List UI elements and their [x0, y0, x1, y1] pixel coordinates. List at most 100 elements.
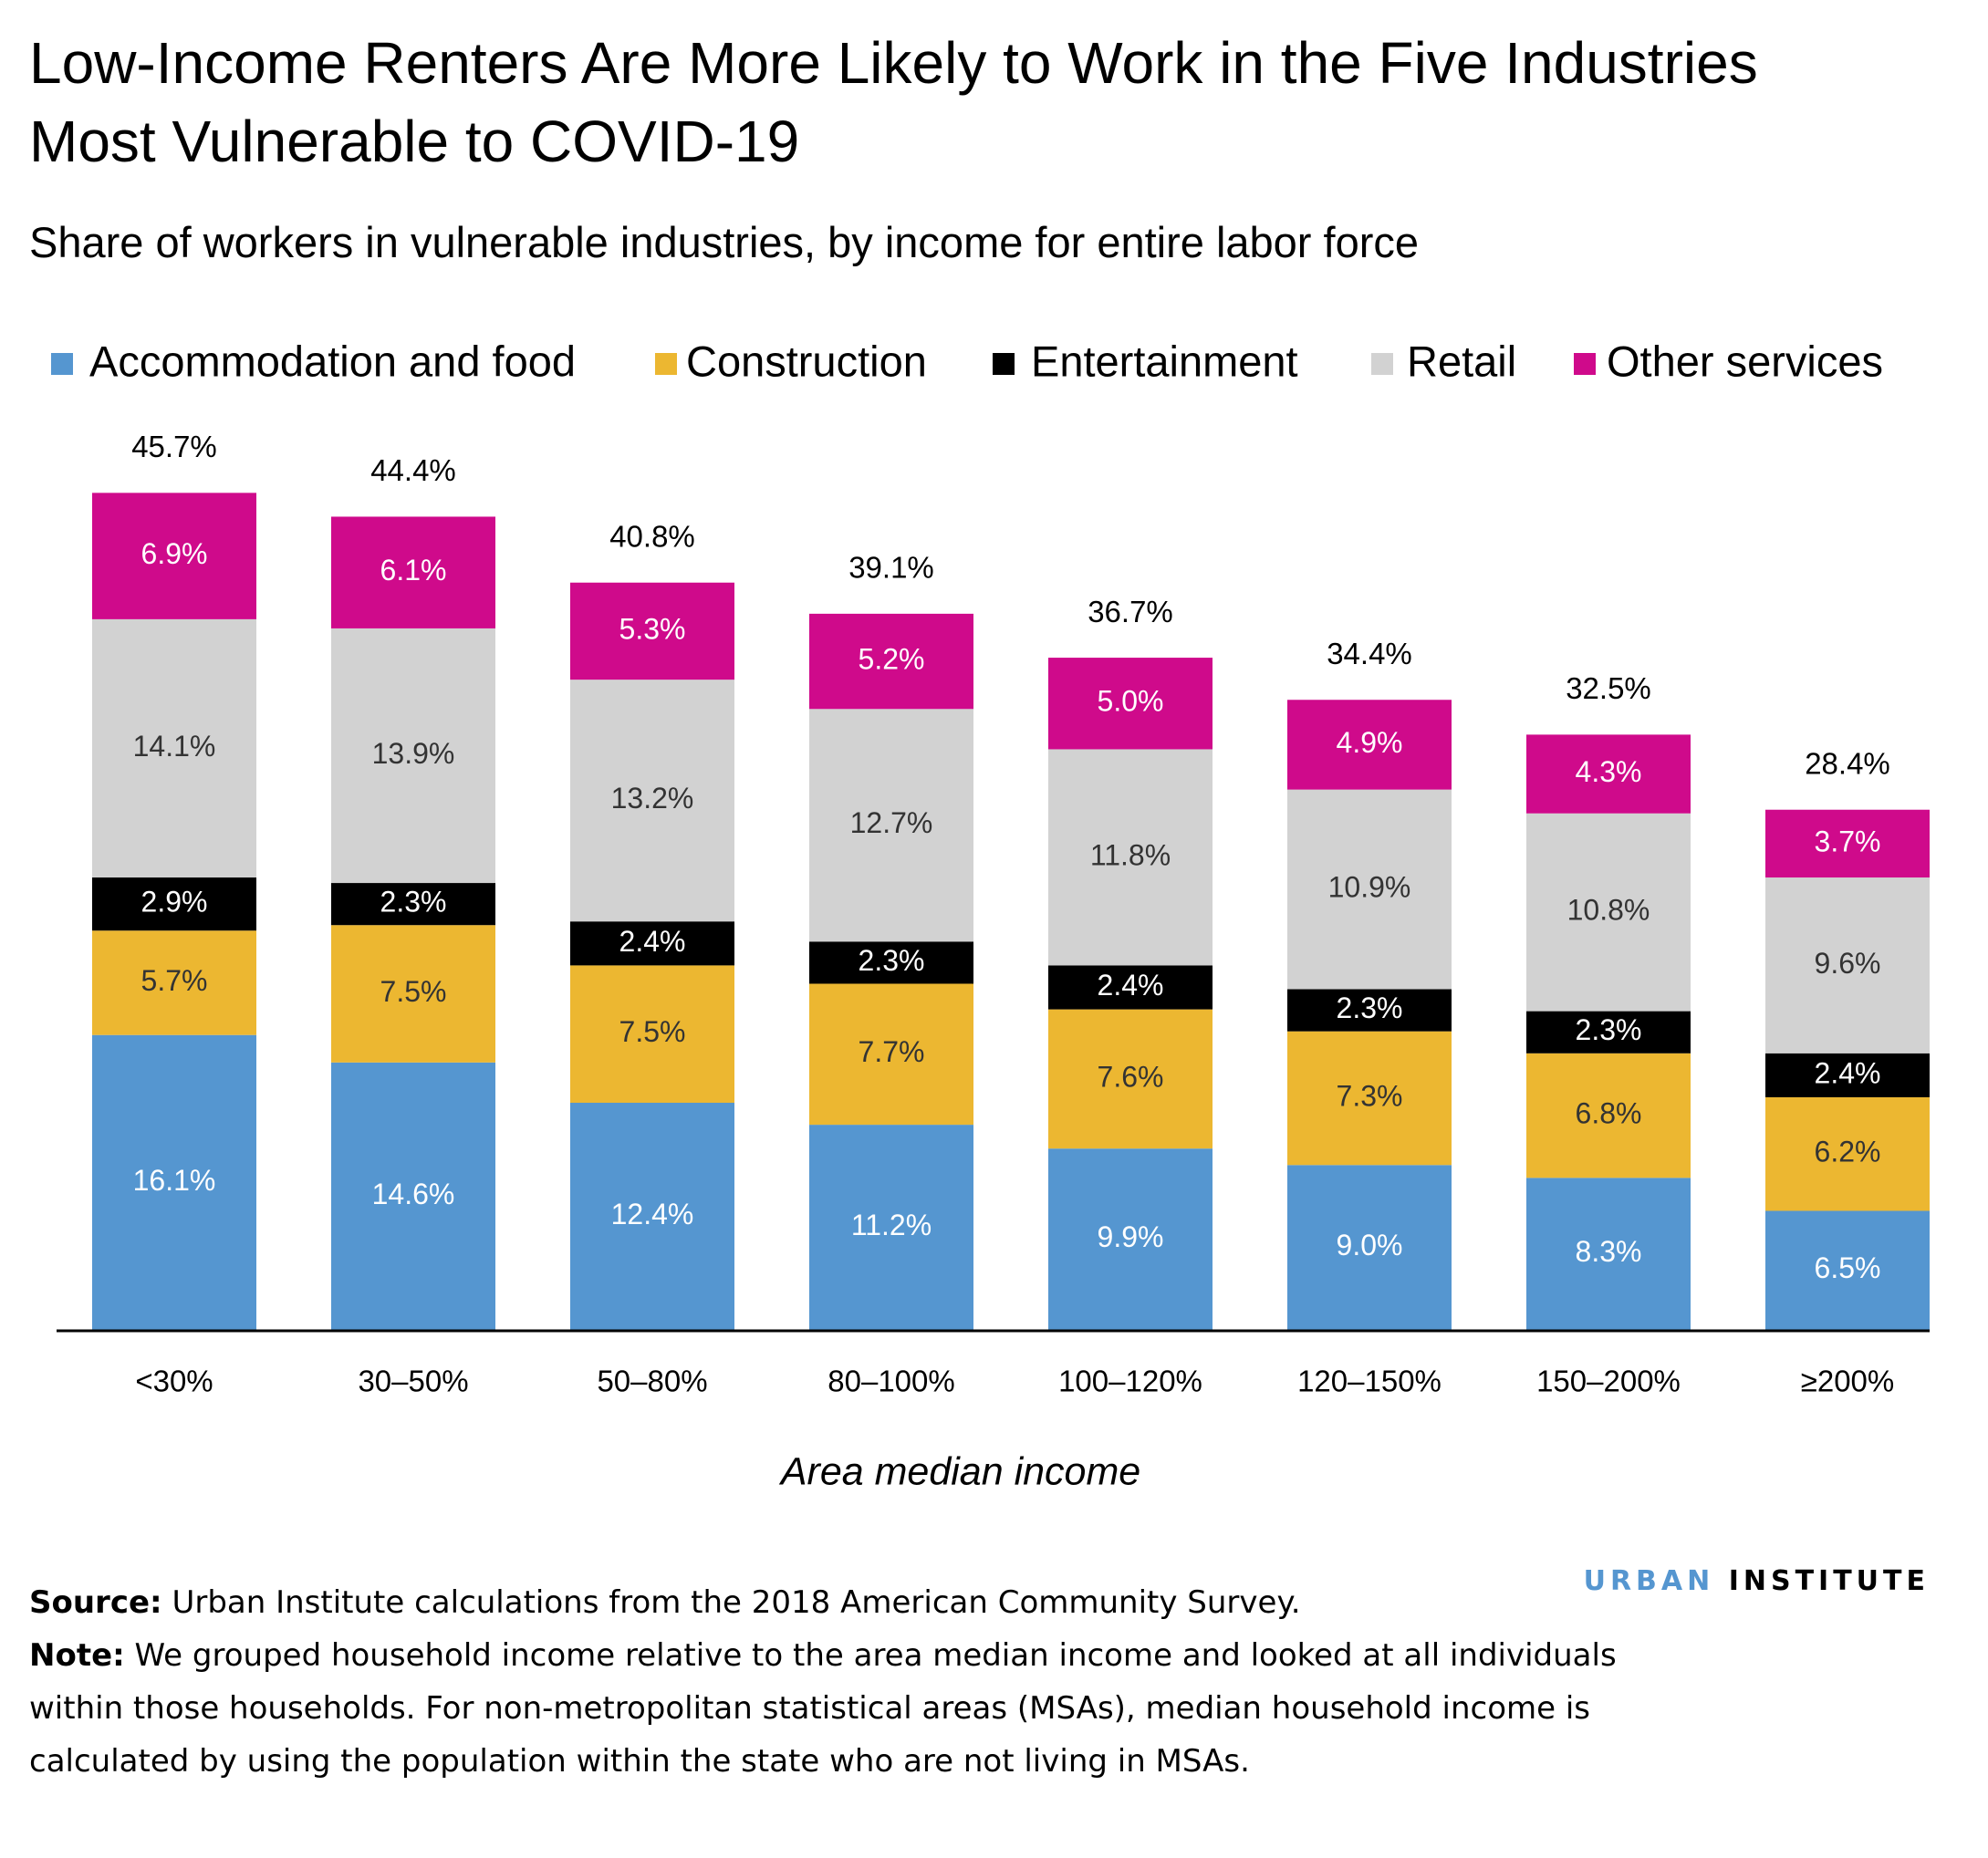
total-label: 45.7%	[131, 430, 217, 463]
total-label: 34.4%	[1327, 637, 1412, 670]
bar-segment	[809, 1125, 973, 1330]
footer: Source: Urban Institute calculations fro…	[29, 1576, 1662, 1788]
bar-segment	[331, 925, 495, 1063]
total-label: 32.5%	[1566, 671, 1651, 705]
value-label: 6.8%	[1576, 1097, 1642, 1130]
total-label: 36.7%	[1088, 595, 1173, 628]
bar-segment	[570, 582, 734, 680]
bar-segment	[1765, 1210, 1930, 1330]
x-tick-label: 120–150%	[1297, 1365, 1442, 1398]
bar-segment	[570, 921, 734, 966]
legend-swatch	[993, 353, 1015, 375]
bar-segment	[1287, 1031, 1452, 1166]
total-label: 40.8%	[609, 519, 695, 553]
bar-segment	[1526, 1011, 1691, 1054]
value-label: 6.1%	[380, 554, 447, 586]
note-label: Note:	[29, 1637, 125, 1674]
value-label: 5.0%	[1098, 685, 1164, 718]
bar-segment	[1048, 1148, 1213, 1330]
bar-segment	[809, 613, 973, 710]
bar-segment	[92, 930, 256, 1035]
bar-segment	[1048, 658, 1213, 750]
total-label: 28.4%	[1805, 746, 1890, 780]
bar-segment	[809, 983, 973, 1126]
x-tick-label: 30–50%	[358, 1365, 468, 1398]
legend-label: Construction	[686, 337, 927, 385]
chart-title: Low-Income Renters Are More Likely to Wo…	[29, 30, 1758, 174]
bar-segment	[1526, 813, 1691, 1012]
bar-segment	[92, 1034, 256, 1330]
bar-segment	[1287, 789, 1452, 990]
value-label: 7.3%	[1337, 1079, 1403, 1112]
bar-segment	[1287, 1165, 1452, 1330]
brand: URBAN INSTITUTE	[1584, 1565, 1930, 1597]
value-label: 10.9%	[1328, 871, 1411, 904]
bar-segment	[92, 618, 256, 878]
bar-segment	[809, 941, 973, 984]
chart: Accommodation and food Construction Entert…	[51, 337, 1930, 1493]
bar-segment	[92, 493, 256, 619]
value-label: 14.1%	[133, 730, 216, 763]
value-label: 4.9%	[1337, 726, 1403, 759]
value-label: 6.9%	[141, 537, 208, 570]
x-tick-label: 150–200%	[1536, 1365, 1681, 1398]
brand-first: URBAN	[1583, 1565, 1715, 1597]
x-tick-label: ≥200%	[1801, 1365, 1895, 1398]
total-label: 39.1%	[848, 551, 934, 585]
value-label: 9.6%	[1815, 947, 1881, 980]
legend-label: Entertainment	[1031, 337, 1298, 385]
source-label: Source:	[29, 1584, 162, 1621]
bar-segment	[92, 877, 256, 931]
value-label: 2.9%	[141, 886, 208, 919]
value-label: 4.3%	[1576, 755, 1642, 788]
note-text: We grouped household income relative to …	[29, 1637, 1617, 1780]
x-tick-label: 80–100%	[827, 1365, 954, 1398]
value-label: 7.5%	[619, 1015, 686, 1048]
bar-segment	[1765, 1053, 1930, 1097]
bar-segment	[1526, 1178, 1691, 1330]
legend-label: Retail	[1407, 337, 1516, 385]
source: Source: Urban Institute calculations fro…	[29, 1576, 1662, 1629]
value-label: 11.8%	[1090, 838, 1171, 871]
value-label: 10.8%	[1567, 894, 1650, 927]
bar-segment	[570, 680, 734, 922]
value-label: 5.3%	[619, 612, 686, 645]
bar-segment	[809, 709, 973, 942]
bar-segment	[331, 628, 495, 884]
value-label: 7.5%	[380, 975, 447, 1008]
value-label: 12.4%	[611, 1198, 694, 1230]
value-label: 9.9%	[1098, 1220, 1164, 1253]
bar-segment	[1048, 749, 1213, 966]
value-label: 2.3%	[859, 944, 925, 977]
value-label: 14.6%	[372, 1178, 455, 1210]
value-label: 8.3%	[1576, 1235, 1642, 1268]
bar-segment	[331, 516, 495, 628]
bar-segment	[1765, 1096, 1930, 1211]
bar-segment	[570, 965, 734, 1104]
value-label: 16.1%	[133, 1164, 216, 1197]
value-label: 7.6%	[1098, 1060, 1164, 1093]
value-label: 7.7%	[859, 1035, 925, 1068]
note: Note: We grouped household income relati…	[29, 1629, 1662, 1788]
legend-swatch	[1574, 353, 1596, 375]
bar-segment	[1048, 965, 1213, 1010]
value-label: 2.3%	[380, 886, 447, 919]
source-text: Urban Institute calculations from the 20…	[172, 1584, 1301, 1621]
value-label: 3.7%	[1815, 825, 1881, 857]
total-label: 44.4%	[370, 453, 456, 487]
bar-segment	[570, 1103, 734, 1330]
x-axis-title: Area median income	[778, 1449, 1140, 1493]
legend-swatch	[655, 353, 677, 375]
bar-segment	[1048, 1009, 1213, 1149]
x-tick-label: 100–120%	[1058, 1365, 1202, 1398]
value-label: 13.9%	[372, 737, 455, 770]
bar-segment	[1765, 877, 1930, 1054]
chart-subtitle: Share of workers in vulnerable industrie…	[29, 218, 1420, 266]
x-tick-label: <30%	[135, 1365, 213, 1398]
value-label: 2.3%	[1337, 991, 1403, 1024]
value-label: 9.0%	[1337, 1229, 1403, 1261]
legend-label: Accommodation and food	[89, 337, 576, 385]
bar-segment	[1287, 700, 1452, 790]
value-label: 5.2%	[859, 643, 925, 676]
